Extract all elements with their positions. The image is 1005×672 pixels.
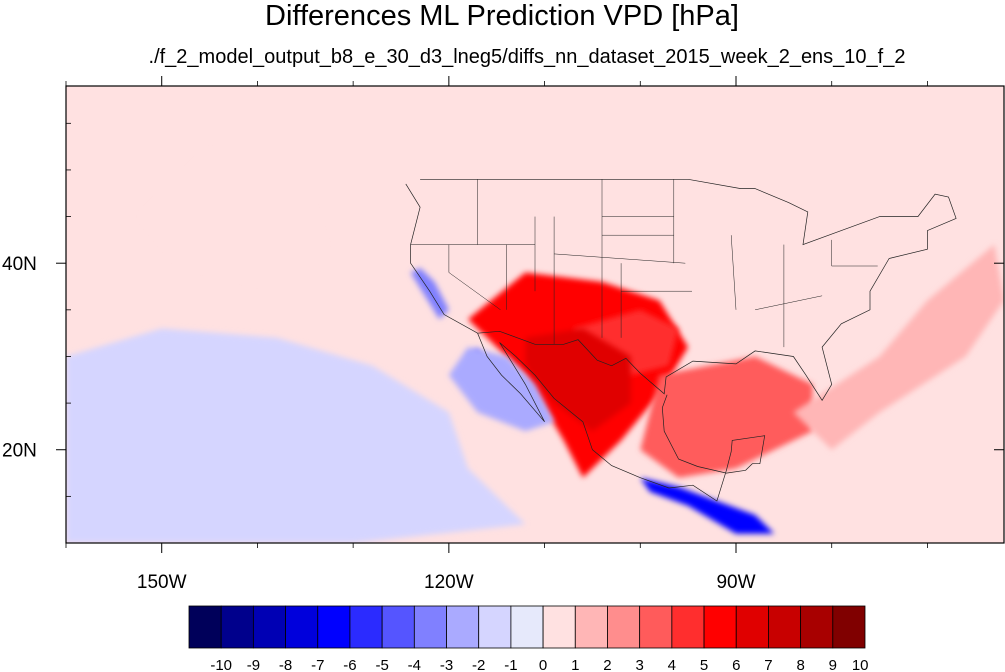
colorbar-swatch — [832, 605, 866, 649]
region-central-america-pacific-coast — [640, 477, 775, 534]
colorbar-swatch — [478, 605, 512, 649]
colorbar-label: 1 — [571, 657, 579, 672]
x-tick-label: 90W — [716, 572, 755, 593]
colorbar: -10 -9 -8 -7 -6 -5 -4 -3 -2 -1 0 1 2 3 4 5 6 7 8 9 10 — [188, 605, 869, 672]
colorbar-swatch — [574, 605, 608, 649]
y-tick-label: 20N — [2, 441, 37, 462]
colorbar-label: 3 — [635, 657, 643, 672]
colorbar-label: -5 — [375, 657, 388, 672]
y-tick-label: 40N — [2, 254, 37, 275]
state-line — [730, 235, 737, 310]
colorbar-swatch — [317, 605, 351, 649]
region-western-atlantic — [793, 244, 1004, 450]
colorbar-label: 8 — [796, 657, 804, 672]
axes: 150W 120W 90W 40N 20N — [2, 76, 1004, 593]
colorbar-swatch — [639, 605, 673, 649]
colorbar-swatch — [285, 605, 319, 649]
colorbar-label: -6 — [343, 657, 356, 672]
colorbar-swatch — [381, 605, 415, 649]
colorbar-label: -3 — [440, 657, 453, 672]
colorbar-swatch — [188, 605, 222, 649]
colorbar-label: -10 — [210, 657, 232, 672]
colorbar-label: 7 — [764, 657, 772, 672]
state-line — [448, 244, 501, 311]
chart-title: Differences ML Prediction VPD [hPa] — [265, 0, 739, 32]
colorbar-swatch — [671, 605, 705, 649]
state-line — [831, 239, 878, 267]
region-gulf-of-california — [448, 347, 555, 432]
colorbar-label: 10 — [852, 657, 869, 672]
colorbar-swatch — [510, 605, 544, 649]
colorbar-label: 2 — [603, 657, 611, 672]
colorbar-label: 6 — [732, 657, 740, 672]
colorbar-label: -1 — [504, 657, 517, 672]
value-regions — [66, 151, 1004, 543]
colorbar-swatch — [220, 605, 254, 649]
chart-subtitle: ./f_2_model_output_b8_e_30_d3_lneg5/diff… — [149, 46, 906, 68]
colorbar-swatch — [607, 605, 641, 649]
colorbar-label: 4 — [668, 657, 676, 672]
state-line — [554, 253, 686, 264]
colorbar-label: -2 — [472, 657, 485, 672]
colorbar-swatch — [349, 605, 383, 649]
colorbar-label: 0 — [539, 657, 547, 672]
colorbar-label: -9 — [247, 657, 260, 672]
colorbar-swatch — [413, 605, 447, 649]
colorbar-swatch — [703, 605, 737, 649]
colorbar-label: -4 — [408, 657, 421, 672]
colorbar-label: -8 — [279, 657, 292, 672]
x-tick-label: 150W — [137, 572, 187, 593]
map-frame — [65, 85, 1005, 544]
usa-outline — [405, 178, 957, 401]
colorbar-label: -7 — [311, 657, 324, 672]
region-gulf-of-mexico — [640, 356, 813, 478]
colorbar-swatch — [768, 605, 802, 649]
colorbar-label: 9 — [829, 657, 837, 672]
colorbar-swatch — [800, 605, 834, 649]
colorbar-swatch — [446, 605, 480, 649]
map-panel — [66, 86, 1004, 543]
colorbar-label: 5 — [700, 657, 708, 672]
mexico-outline — [477, 333, 766, 502]
state-borders — [405, 178, 957, 502]
colorbar-swatch — [735, 605, 769, 649]
region-subtropical-east-pacific — [66, 328, 526, 543]
state-line — [755, 295, 823, 311]
colorbar-swatch — [252, 605, 286, 649]
region-northern-mexico-interior — [525, 328, 631, 432]
colorbar-swatch — [542, 605, 576, 649]
region-northeast-pacific — [142, 151, 325, 282]
x-tick-label: 120W — [424, 572, 474, 593]
